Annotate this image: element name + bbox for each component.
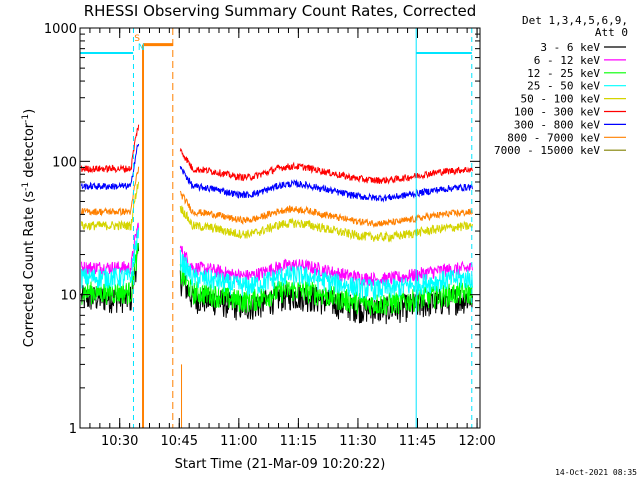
series-line [81,166,473,229]
legend-entry-label: 25 - 50 keV [527,80,600,93]
y-axis-label-part: Corrected Count Rate (s [22,191,37,348]
y-axis-label-part: ) [22,109,37,114]
x-tick-label: 11:00 [220,434,257,449]
legend-entry-label: 800 - 7000 keV [507,131,600,144]
footer-date: 14-Oct-2021 08:35 [555,468,637,477]
series-line [81,181,473,243]
legend-entry-label: 3 - 6 keV [540,41,600,54]
series-line [81,143,473,203]
plot-frame [79,27,481,429]
y-axis-label-part: detector [22,122,37,182]
x-tick-label: 12:00 [458,434,495,449]
x-tick-label: 10:45 [161,434,198,449]
legend-entry-label: 6 - 12 keV [534,54,601,67]
chart-title: RHESSI Observing Summary Count Rates, Co… [84,2,477,20]
x-tick-label: 10:30 [101,434,138,449]
legend-entry-label: 12 - 25 keV [527,67,600,80]
y-tick-label: 1000 [44,22,77,37]
plot-area: SN 1 10 100 1000 10:30 10:45 11:00 11:15 11:30 11:… [44,22,496,449]
x-tick-label: 11:45 [399,434,436,449]
saa-flag-label: S [134,34,140,44]
y-tick-label: 100 [52,155,77,170]
x-tick-label: 11:30 [339,434,376,449]
legend-entry-label: 300 - 800 keV [514,118,600,131]
legend-header: Att 0 [595,26,628,39]
y-axis-label-text: Corrected Count Rate (s-1 detector-1) [21,109,37,347]
series-line [81,227,473,301]
y-axis-label: Corrected Count Rate (s-1 detector-1) [21,109,37,347]
night-flag-label: N [138,43,145,53]
y-tick-label: 10 [60,289,77,304]
x-tick-label: 11:15 [280,434,317,449]
legend-entry-label: 7000 - 15000 keV [494,144,600,157]
x-axis-label: Start Time (21-Mar-09 10:20:22) [175,457,386,472]
legend-header: Det 1,3,4,5,6,9, [522,14,628,27]
series-line [81,242,473,316]
legend-entry-label: 100 - 300 keV [514,106,600,119]
series-line [81,124,473,185]
y-tick-label: 1 [69,422,77,437]
legend-entry-label: 50 - 100 keV [521,93,601,106]
y-axis-label-part: -1 [21,182,31,191]
y-axis-label-part: -1 [21,114,31,123]
